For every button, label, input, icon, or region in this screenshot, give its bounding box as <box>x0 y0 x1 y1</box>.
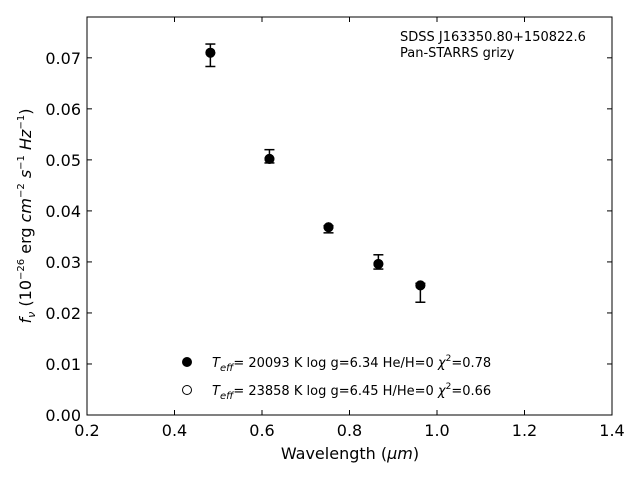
model-point-open <box>264 153 275 164</box>
annotation-line-1: SDSS J163350.80+150822.6 <box>400 30 586 45</box>
y-tick-label: 0.02 <box>45 304 81 323</box>
model-point-open <box>205 47 216 58</box>
y-tick-label: 0.00 <box>45 406 81 425</box>
model-point-open <box>323 222 334 233</box>
y-tick-label: 0.05 <box>45 151 81 170</box>
y-tick-label: 0.07 <box>45 49 81 68</box>
legend-entry: Teff= 23858 K log g=6.45 H/He=0 χ2=0.66 <box>212 382 491 402</box>
x-axis-label: Wavelength (μm) <box>281 444 419 463</box>
y-axis-label: fν (10−26 erg cm−2 s−1 Hz−1) <box>16 109 38 324</box>
x-tick-label: 1.4 <box>599 421 624 440</box>
y-tick-label: 0.01 <box>45 355 81 374</box>
legend-marker-open <box>182 385 192 395</box>
y-tick-label: 0.03 <box>45 253 81 272</box>
x-tick-label: 0.6 <box>249 421 274 440</box>
legend-entry: Teff= 20093 K log g=6.34 He/H=0 χ2=0.78 <box>212 354 491 374</box>
data-points <box>205 47 426 291</box>
model-point-open <box>373 258 384 269</box>
x-tick-label: 1.0 <box>424 421 449 440</box>
error-bars <box>205 43 426 303</box>
legend: Teff= 20093 K log g=6.34 He/H=0 χ2=0.78 T… <box>182 354 491 402</box>
axis-ticks: 0.2 0.4 0.6 0.8 1.0 1.2 1.4 0.00 0.01 0.02 0.03 0.0… <box>45 17 625 440</box>
x-tick-label: 0.2 <box>74 421 99 440</box>
annotation-box: SDSS J163350.80+150822.6 Pan-STARRS griz… <box>400 30 586 61</box>
model-point-open <box>415 280 426 291</box>
x-tick-label: 1.2 <box>512 421 537 440</box>
legend-marker-filled <box>182 357 192 367</box>
y-tick-label: 0.06 <box>45 100 81 119</box>
x-tick-label: 0.8 <box>337 421 362 440</box>
y-tick-label: 0.04 <box>45 202 81 221</box>
x-tick-label: 0.4 <box>162 421 187 440</box>
annotation-line-2: Pan-STARRS grizy <box>400 46 515 61</box>
